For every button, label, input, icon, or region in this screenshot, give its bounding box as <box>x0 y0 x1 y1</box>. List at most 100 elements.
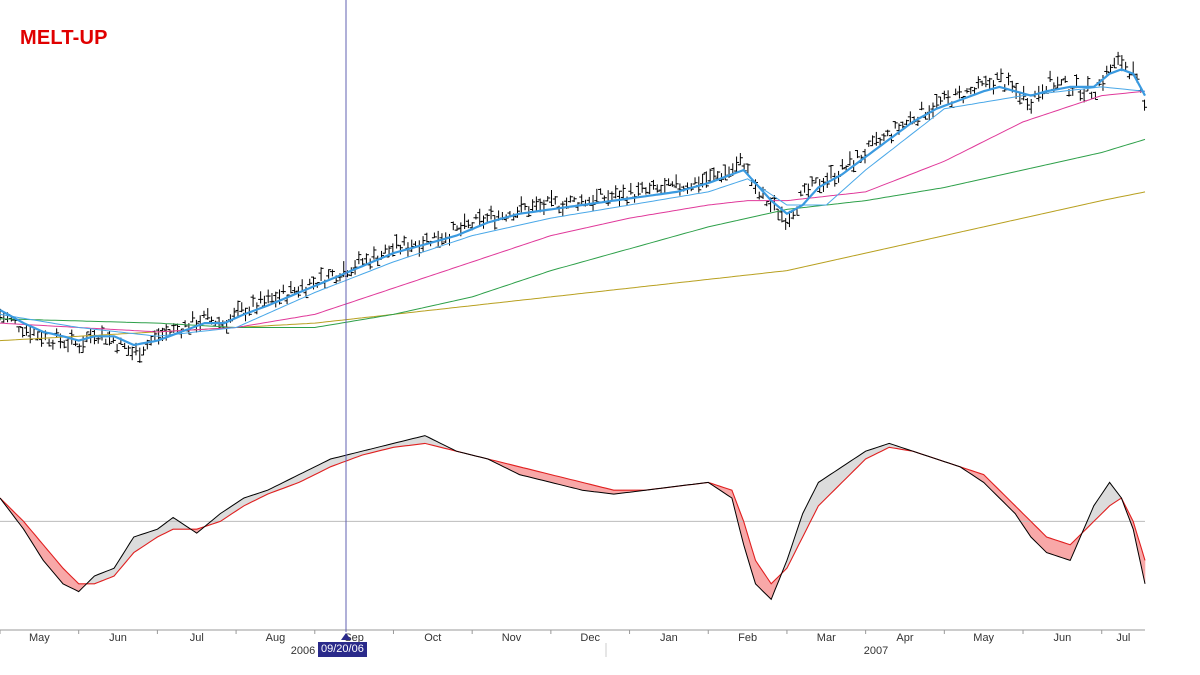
price-bar <box>73 340 79 347</box>
price-bar <box>16 326 22 333</box>
price-bar <box>1055 76 1061 90</box>
month-label: Nov <box>502 632 522 644</box>
price-bar <box>46 338 52 347</box>
price-bar <box>382 244 388 254</box>
price-bar <box>137 347 143 363</box>
price-bar <box>839 159 845 170</box>
price-bar <box>522 203 528 211</box>
price-bar <box>1142 99 1148 111</box>
price-bar <box>1058 79 1064 86</box>
ma-50-line <box>0 90 1146 333</box>
price-bar <box>805 183 811 199</box>
month-label: May <box>973 632 994 644</box>
price-bar <box>650 179 656 190</box>
price-bar <box>639 181 645 193</box>
price-bar <box>756 191 762 200</box>
price-bar <box>50 339 56 350</box>
price-bar <box>870 135 876 147</box>
price-bar <box>394 234 400 249</box>
price-bar <box>953 88 959 96</box>
price-bar <box>424 232 430 243</box>
price-bar <box>919 101 925 111</box>
price-bar <box>269 293 275 303</box>
price-bar <box>707 168 713 182</box>
month-label: Jun <box>1053 632 1071 644</box>
price-bar <box>972 87 978 94</box>
price-bar <box>465 219 471 229</box>
price-bar <box>277 289 283 305</box>
price-bar <box>666 178 672 187</box>
price-bar <box>250 294 256 307</box>
month-label: Jan <box>660 632 678 644</box>
price-bar <box>401 235 407 246</box>
price-bar <box>488 205 494 220</box>
price-bar <box>628 182 634 195</box>
price-bar <box>125 345 131 356</box>
price-bar <box>273 291 279 308</box>
price-bar <box>647 182 653 195</box>
price-bars-group <box>0 51 1148 363</box>
cursor-date-box: 09/20/06 <box>318 642 367 657</box>
price-bar <box>107 330 113 346</box>
price-bar <box>1062 75 1068 83</box>
price-bar <box>979 80 985 87</box>
ma-100-line <box>0 138 1146 328</box>
price-bar <box>854 150 860 159</box>
price-bar <box>548 190 554 207</box>
price-bar <box>802 183 808 193</box>
price-bar <box>514 206 520 218</box>
price-bar <box>945 90 951 105</box>
price-bar <box>397 244 403 255</box>
price-bar <box>114 344 120 354</box>
price-bar <box>1092 91 1098 101</box>
year-label: 2007 <box>864 645 888 657</box>
price-bar <box>1115 51 1121 65</box>
price-bar <box>409 239 415 253</box>
price-bar <box>764 200 770 207</box>
price-bar <box>533 196 539 212</box>
price-bar <box>964 88 970 94</box>
price-bar <box>0 308 3 321</box>
price-bar <box>235 300 241 317</box>
price-bar <box>828 164 834 179</box>
month-label: Jul <box>190 632 204 644</box>
month-label: Mar <box>817 632 836 644</box>
price-bar <box>669 181 675 187</box>
price-bar <box>938 96 944 105</box>
price-bar <box>288 281 294 294</box>
price-bar <box>904 119 910 126</box>
price-bar <box>292 286 298 294</box>
price-bar <box>873 131 879 146</box>
price-bar <box>956 85 962 99</box>
price-bar <box>363 253 369 264</box>
price-bar <box>934 94 940 109</box>
price-bar <box>824 172 830 188</box>
price-bar <box>462 213 468 229</box>
price-bar <box>1081 88 1087 103</box>
price-bar <box>579 194 585 206</box>
price-bar <box>1074 74 1080 89</box>
price-bar <box>975 76 981 89</box>
chart-title: MELT-UP <box>20 27 108 49</box>
price-bar <box>983 75 989 88</box>
price-bar <box>616 190 622 207</box>
price-bar <box>783 218 789 230</box>
price-bar <box>847 151 853 166</box>
price-bar <box>885 129 891 137</box>
price-bar <box>318 267 324 281</box>
price-bar <box>1006 72 1012 86</box>
price-bar <box>620 184 626 201</box>
price-bar <box>654 184 660 193</box>
price-bar <box>182 320 188 328</box>
price-bar <box>1070 87 1076 96</box>
month-label: May <box>29 632 50 644</box>
price-bar <box>23 324 29 336</box>
oscillator-lines-group <box>0 435 1146 601</box>
price-bar <box>280 284 286 294</box>
price-bar <box>968 86 974 95</box>
price-bar <box>239 302 245 313</box>
price-bar <box>27 326 33 344</box>
price-bar <box>326 269 332 279</box>
price-bar <box>492 215 498 230</box>
